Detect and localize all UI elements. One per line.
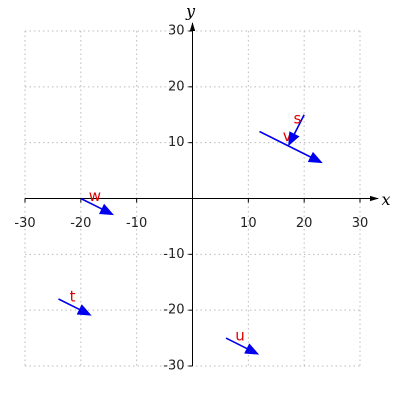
vector-label: t: [70, 288, 76, 306]
vector: [225, 337, 260, 355]
vector: [80, 197, 114, 216]
vector-label: w: [89, 187, 101, 205]
x-tick-label: -20: [70, 216, 91, 231]
y-tick-label: -20: [163, 303, 184, 318]
y-tick-label: -30: [163, 359, 184, 374]
x-axis-label: x: [381, 190, 390, 209]
x-tick-label: 10: [240, 216, 257, 231]
vector: [288, 114, 305, 147]
vector: [259, 130, 323, 164]
x-tick-label: 30: [352, 216, 369, 231]
x-tick-label: -30: [14, 216, 35, 231]
x-tick-label: -10: [126, 216, 147, 231]
y-tick-label: 30: [168, 24, 185, 39]
y-tick-label: 10: [168, 135, 185, 150]
vector-label: u: [235, 327, 245, 345]
y-tick-label: 20: [168, 79, 185, 94]
axes: -30 -20 -10 10 20 30 -30 -20 -10 10 20 30 x y: [14, 2, 390, 374]
vector: [58, 298, 92, 316]
y-tick-label: -10: [163, 247, 184, 262]
vectors: vs w t u: [58, 110, 323, 355]
vector-label: s: [293, 110, 301, 128]
y-axis-label: y: [185, 2, 196, 21]
vector-label: v: [283, 127, 292, 145]
x-tick-label: 20: [296, 216, 313, 231]
